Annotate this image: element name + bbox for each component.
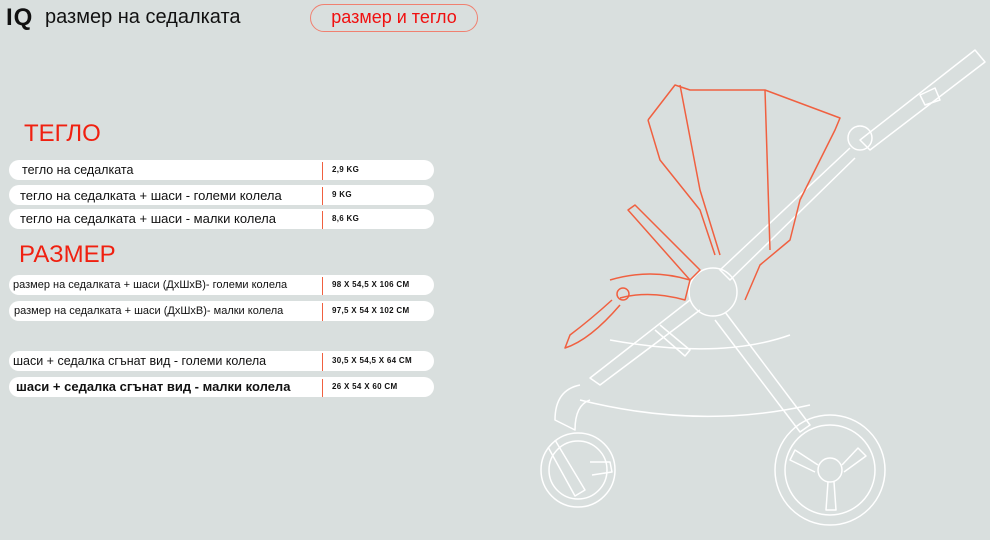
row-value: 98 X 54,5 X 106 CM	[332, 280, 410, 289]
table-row: тегло на седалката + шаси - малки колела…	[9, 209, 434, 229]
table-row: шаси + седалка сгънат вид - големи колел…	[9, 351, 434, 371]
divider	[322, 353, 323, 371]
row-value: 2,9 KG	[332, 165, 360, 174]
seat-outline	[564, 84, 841, 349]
table-row: размер на седалката + шаси (ДхШхВ)- малк…	[9, 301, 434, 321]
page-title: размер на седалката	[45, 6, 241, 28]
divider	[322, 277, 323, 295]
row-value: 97,5 X 54 X 102 CM	[332, 306, 410, 315]
row-label: тегло на седалката + шаси - големи колел…	[20, 188, 282, 203]
row-label: тегло на седалката	[22, 163, 134, 177]
divider	[322, 379, 323, 397]
stroller-illustration	[540, 49, 986, 526]
tab-size-weight[interactable]: размер и тегло	[310, 4, 478, 32]
table-row: тегло на седалката + шаси - големи колел…	[9, 185, 434, 205]
row-value: 26 X 54 X 60 CM	[332, 382, 398, 391]
row-label: размер на седалката + шаси (ДхШхВ)- малк…	[14, 305, 284, 317]
table-row: тегло на седалката 2,9 KG	[9, 160, 434, 180]
row-value: 8,6 KG	[332, 214, 360, 223]
row-value: 30,5 X 54,5 X 64 CM	[332, 356, 412, 365]
stroller-frame	[540, 49, 986, 526]
weight-heading: ТЕГЛО	[24, 120, 101, 147]
row-label: тегло на седалката + шаси - малки колела	[20, 211, 276, 226]
size-heading: РАЗМЕР	[19, 241, 116, 268]
divider	[322, 162, 323, 180]
divider	[322, 187, 323, 205]
divider	[322, 303, 323, 321]
table-row: шаси + седалка сгънат вид - малки колела…	[9, 377, 434, 397]
row-value: 9 KG	[332, 190, 352, 199]
divider	[322, 211, 323, 229]
brand-logo: IQ	[6, 4, 34, 31]
row-label: шаси + седалка сгънат вид - големи колел…	[13, 354, 267, 368]
table-row: размер на седалката + шаси (ДхШхВ)- голе…	[9, 275, 434, 295]
row-label: шаси + седалка сгънат вид - малки колела	[16, 379, 291, 394]
row-label: размер на седалката + шаси (ДхШхВ)- голе…	[13, 279, 288, 291]
